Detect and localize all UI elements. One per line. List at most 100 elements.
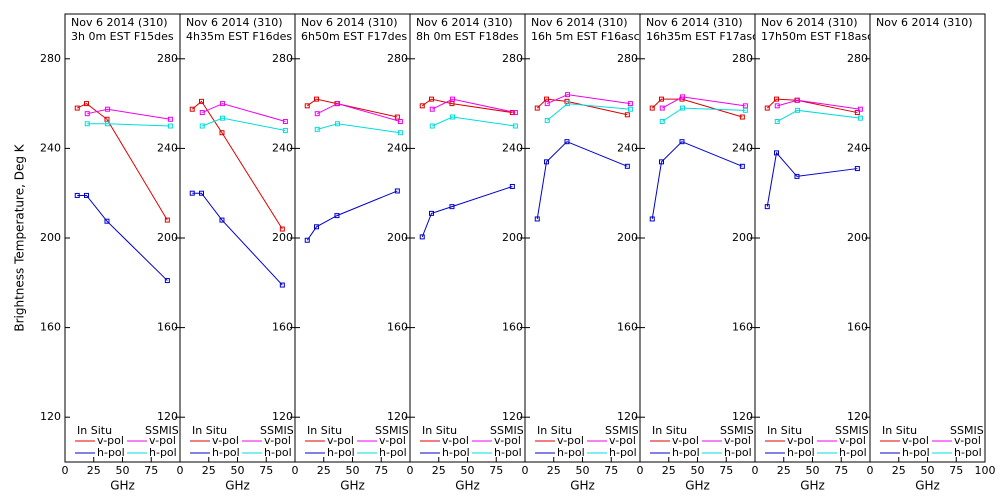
y-tick-label: 160 — [732, 321, 753, 334]
series-line — [547, 94, 631, 105]
data-point — [794, 173, 800, 179]
data-point — [659, 159, 665, 165]
data-point — [220, 101, 226, 107]
panel-title: Nov 6 2014 (310) — [761, 16, 858, 29]
legend-group-title: In Situ — [652, 424, 687, 437]
data-point — [659, 96, 665, 102]
data-point — [304, 103, 310, 109]
y-tick-label: 120 — [40, 410, 61, 423]
legend-label: v-pol — [839, 434, 866, 447]
x-tick-label: 50 — [806, 464, 820, 477]
data-point — [739, 163, 745, 169]
series-line — [432, 116, 516, 127]
legend-label: h-pol — [672, 446, 700, 459]
panel-title: Nov 6 2014 (310) — [186, 16, 283, 29]
data-point — [739, 114, 745, 120]
series-line — [777, 99, 861, 110]
legend-label: h-pol — [97, 446, 125, 459]
data-point — [219, 130, 225, 136]
series-line — [421, 98, 513, 114]
data-point — [199, 190, 205, 196]
data-point — [189, 190, 195, 196]
x-tick-label: 0 — [62, 464, 69, 477]
data-point — [774, 103, 780, 109]
panel-subtitle: 16h35m EST F17asc — [646, 30, 758, 43]
x-tick-label: 25 — [432, 464, 446, 477]
series-line — [192, 192, 283, 286]
y-tick-label: 200 — [502, 231, 523, 244]
legend-group-title: In Situ — [192, 424, 227, 437]
data-point — [534, 216, 540, 222]
legend-group-title: SSMIS — [950, 424, 984, 437]
panel: Nov 6 2014 (310)3h 0m EST F15des Brightne… — [13, 13, 181, 493]
x-tick-label: 0 — [752, 464, 759, 477]
legend-label: h-pol — [787, 446, 815, 459]
data-point — [565, 101, 571, 107]
x-tick-label: 75 — [604, 464, 618, 477]
data-point — [680, 94, 686, 100]
data-point — [774, 96, 780, 102]
series-line — [317, 103, 401, 123]
data-point — [512, 110, 518, 116]
legend-label: h-pol — [264, 446, 292, 459]
data-point — [624, 163, 630, 169]
data-point — [199, 123, 205, 129]
series-line — [777, 109, 861, 122]
y-tick-label: 280 — [847, 52, 868, 65]
data-point — [199, 110, 205, 116]
data-point — [764, 105, 770, 111]
panel-subtitle: 8h 0m EST F18des — [416, 30, 519, 43]
data-point — [314, 96, 320, 102]
legend-group-title: SSMIS — [720, 424, 754, 437]
x-axis-label: GHz — [685, 479, 710, 493]
x-tick-label: 50 — [691, 464, 705, 477]
panel: Nov 6 2014 (310)8h 0m EST F18des 120 160 20… — [407, 13, 526, 493]
y-tick-label: 160 — [157, 321, 178, 334]
panel-title: Nov 6 2014 (310) — [416, 16, 513, 29]
y-tick-label: 240 — [272, 141, 293, 154]
series-line — [421, 186, 513, 238]
y-tick-label: 160 — [272, 321, 293, 334]
panel-subtitle: 6h50m EST F17des — [301, 30, 407, 43]
data-point — [394, 188, 400, 194]
data-point — [282, 119, 288, 125]
data-point — [167, 116, 173, 122]
data-point — [544, 117, 550, 123]
data-point — [544, 159, 550, 165]
legend-label: h-pol — [149, 446, 177, 459]
data-point — [564, 139, 570, 145]
x-tick-label: 50 — [921, 464, 935, 477]
data-point — [449, 204, 455, 210]
x-tick-label: 75 — [259, 464, 273, 477]
y-tick-label: 160 — [617, 321, 638, 334]
x-tick-label: 50 — [346, 464, 360, 477]
panel-subtitle: 4h35m EST F16des — [186, 30, 292, 43]
data-point — [397, 130, 403, 136]
x-tick-label: 0 — [177, 464, 184, 477]
x-tick-label: 75 — [489, 464, 503, 477]
data-point — [189, 106, 195, 112]
panel-frame — [869, 13, 986, 463]
series-line — [766, 98, 858, 114]
legend-group-title: In Situ — [882, 424, 917, 437]
data-point — [220, 115, 226, 121]
legend-label: h-pol — [557, 446, 585, 459]
series-line — [432, 98, 516, 114]
data-point — [164, 278, 170, 284]
series-line — [77, 194, 168, 281]
data-point — [105, 106, 111, 112]
data-point — [199, 98, 205, 104]
x-tick-label: 0 — [407, 464, 414, 477]
panel-title: Nov 6 2014 (310) — [876, 16, 973, 29]
y-axis-label: Brightness Temperature, Deg K — [13, 143, 27, 331]
legend-label: v-pol — [954, 434, 981, 447]
legend-label: h-pol — [839, 446, 867, 459]
panel-subtitle: 3h 0m EST F15des — [71, 30, 174, 43]
y-tick-label: 160 — [502, 321, 523, 334]
x-tick-label: 25 — [892, 464, 906, 477]
series-line — [202, 103, 286, 123]
data-point — [429, 210, 435, 216]
y-tick-label: 120 — [272, 410, 293, 423]
data-point — [509, 183, 515, 189]
data-point — [219, 217, 225, 223]
